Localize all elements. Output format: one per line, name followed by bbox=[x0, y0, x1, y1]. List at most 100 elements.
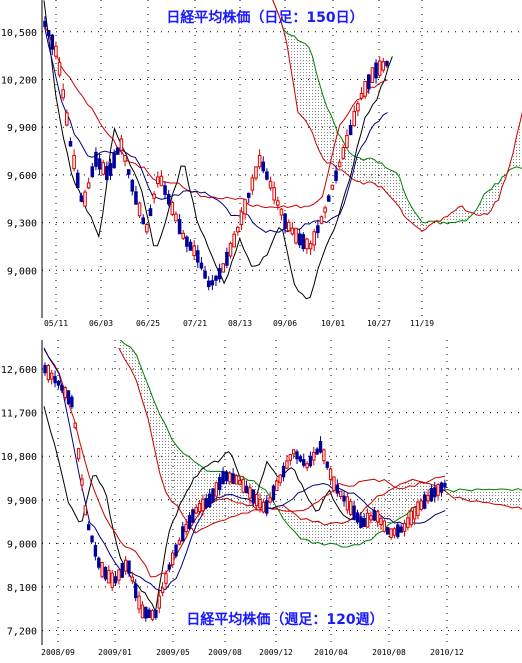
candle-body bbox=[150, 610, 155, 620]
base-line bbox=[43, 348, 446, 578]
candle-body bbox=[166, 194, 171, 205]
candle-body bbox=[164, 573, 168, 584]
candle-body bbox=[170, 201, 175, 215]
candle-body bbox=[46, 365, 51, 381]
candle-body bbox=[433, 487, 437, 498]
x-tick-label: 2009/01 bbox=[98, 648, 132, 657]
candle-body bbox=[429, 488, 434, 502]
candle-body bbox=[144, 606, 148, 619]
candle-body bbox=[339, 490, 343, 498]
candle-body bbox=[365, 512, 370, 528]
candle-body bbox=[283, 213, 287, 230]
candle-body bbox=[156, 176, 160, 184]
candle-body bbox=[157, 595, 161, 609]
candle-body bbox=[419, 500, 423, 510]
candle-body bbox=[399, 526, 403, 533]
x-tick-label: 07/21 bbox=[183, 319, 207, 328]
candle-body bbox=[352, 111, 356, 127]
candle-body bbox=[197, 502, 202, 512]
candle-body bbox=[372, 510, 376, 521]
candle-body bbox=[349, 501, 353, 515]
candle-body bbox=[191, 509, 195, 523]
candle-body bbox=[416, 501, 420, 516]
candle-body bbox=[94, 151, 98, 167]
candle-body bbox=[181, 526, 185, 542]
candle-body bbox=[187, 515, 192, 529]
candle-body bbox=[298, 456, 303, 462]
candle-body bbox=[278, 474, 282, 483]
candle-body bbox=[332, 476, 336, 491]
candle-body bbox=[279, 208, 284, 216]
candle-body bbox=[312, 451, 316, 461]
candle-body bbox=[203, 270, 207, 279]
candle-body bbox=[241, 479, 245, 493]
candle-body bbox=[326, 195, 331, 202]
candle-body bbox=[375, 511, 380, 523]
candle-body bbox=[43, 364, 47, 374]
candle-body bbox=[201, 498, 205, 512]
candle-body bbox=[341, 146, 346, 159]
candle-body bbox=[328, 468, 333, 480]
candle-body bbox=[258, 498, 262, 509]
candle-body bbox=[297, 233, 302, 246]
x-tick-label: 10/27 bbox=[367, 319, 391, 328]
candle-body bbox=[50, 34, 55, 50]
candle-body bbox=[439, 482, 444, 493]
candle-body bbox=[294, 227, 298, 244]
candle-body bbox=[409, 510, 413, 526]
candle-body bbox=[210, 280, 215, 286]
candle-body bbox=[359, 92, 364, 99]
y-tick-label: 10,800 bbox=[1, 452, 37, 463]
candle-body bbox=[335, 484, 339, 494]
candle-body bbox=[251, 489, 255, 504]
candle-body bbox=[443, 482, 447, 488]
x-tick-label: 2010/12 bbox=[430, 648, 464, 657]
candle-body bbox=[374, 62, 378, 79]
candle-body bbox=[382, 520, 387, 532]
candle-body bbox=[192, 245, 196, 257]
candle-body bbox=[90, 535, 94, 543]
candle-body bbox=[137, 202, 142, 217]
candle-body bbox=[53, 376, 57, 384]
candle-body bbox=[243, 199, 247, 215]
candle-body bbox=[72, 154, 76, 170]
candle-body bbox=[79, 195, 84, 202]
candle-body bbox=[46, 29, 51, 36]
candle-body bbox=[130, 179, 135, 192]
lagging-span-line bbox=[43, 406, 355, 614]
candle-body bbox=[50, 372, 54, 380]
candle-body bbox=[154, 609, 158, 618]
candle-body bbox=[342, 495, 346, 502]
candle-body bbox=[377, 60, 382, 76]
candle-body bbox=[248, 487, 252, 499]
base-line bbox=[43, 24, 388, 209]
candle-body bbox=[56, 380, 61, 386]
candle-body bbox=[436, 484, 440, 496]
candle-body bbox=[325, 461, 329, 468]
weekly-chart-title: 日経平均株価（週足：120週） bbox=[186, 611, 383, 628]
x-tick-label: 2010/08 bbox=[372, 648, 406, 657]
x-tick-label: 2009/05 bbox=[156, 648, 190, 657]
candle-body bbox=[272, 187, 276, 201]
candle-body bbox=[160, 587, 165, 594]
candle-body bbox=[145, 224, 149, 233]
y-tick-label: 9,900 bbox=[7, 496, 37, 507]
candle-body bbox=[236, 226, 240, 233]
candle-body bbox=[291, 449, 296, 455]
candle-body bbox=[214, 275, 218, 281]
candle-body bbox=[90, 166, 95, 178]
ichimoku-cloud bbox=[272, 0, 522, 230]
x-tick-label: 10/01 bbox=[321, 319, 345, 328]
candle-body bbox=[199, 262, 204, 269]
candle-body bbox=[318, 440, 323, 453]
candle-body bbox=[337, 161, 342, 167]
candle-body bbox=[147, 609, 151, 619]
candle-body bbox=[177, 219, 182, 235]
candle-body bbox=[73, 422, 77, 429]
candle-body bbox=[308, 243, 313, 250]
candle-body bbox=[70, 396, 74, 408]
candle-body bbox=[366, 74, 371, 90]
x-tick-label: 2010/04 bbox=[314, 648, 348, 657]
candle-body bbox=[87, 524, 91, 531]
candle-body bbox=[261, 501, 266, 513]
